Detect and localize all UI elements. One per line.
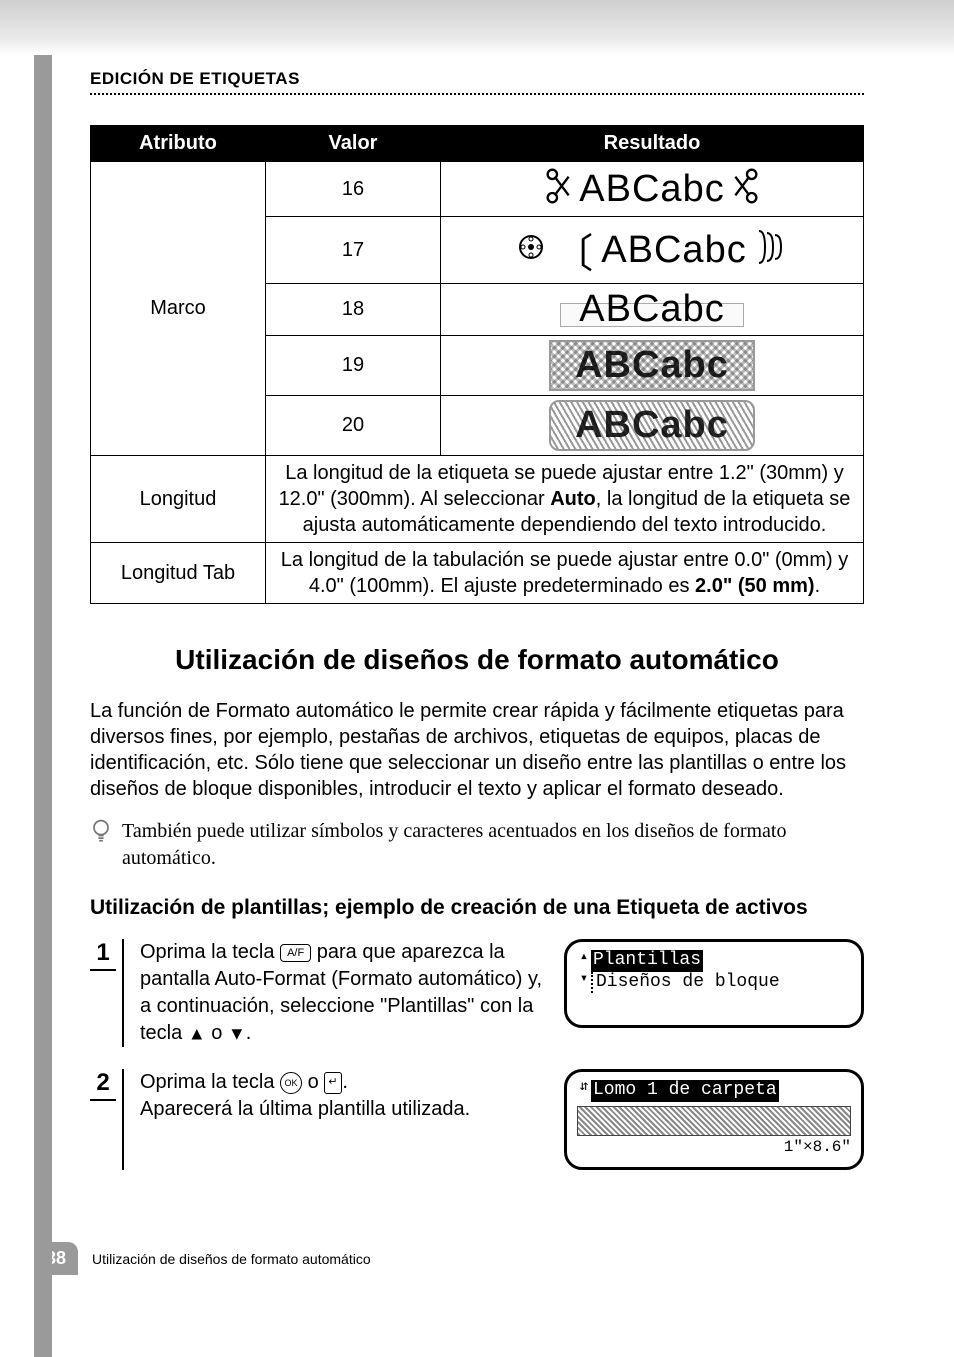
text-bold: Auto xyxy=(550,488,596,510)
frame-sample-20: ABCabc xyxy=(549,400,755,451)
cell-result: ABCabc xyxy=(441,284,864,336)
section-title: EDICIÓN DE ETIQUETAS xyxy=(90,69,864,89)
page-footer: 38 Utilización de diseños de formato aut… xyxy=(0,1242,954,1275)
text: o xyxy=(206,1022,228,1044)
lcd-preview-strip xyxy=(577,1106,851,1136)
side-tab-strip xyxy=(34,55,52,1357)
scissors-left-icon xyxy=(543,166,571,212)
page: EDICIÓN DE ETIQUETAS Atributo Valor Resu… xyxy=(0,0,954,1357)
sample-text: ABCabc xyxy=(575,344,729,386)
tip-text: También puede utilizar símbolos y caract… xyxy=(122,818,864,872)
text: Oprima la tecla xyxy=(140,1071,280,1093)
lcd-updown-arrow-icon: ⇵ xyxy=(577,1080,591,1094)
sample-text: ABCabc xyxy=(579,168,724,211)
auto-format-paragraph: La función de Formato automático le perm… xyxy=(90,698,864,802)
header-band xyxy=(0,0,954,55)
lcd-line: ▾Diseños de bloque xyxy=(577,972,851,994)
lcd-selected-item: Plantillas xyxy=(591,950,703,972)
film-bracket-left-icon: 〔 xyxy=(553,221,593,279)
lcd-line: ▴Plantillas xyxy=(577,950,851,972)
col-header-result: Resultado xyxy=(441,126,864,162)
arrow-up-icon: ▲ xyxy=(188,1024,206,1044)
step-body: Oprima la tecla A/F para que aparezca la… xyxy=(140,939,558,1047)
step-divider xyxy=(122,939,124,1047)
cell-longitud-text: La longitud de la etiqueta se puede ajus… xyxy=(266,456,864,543)
lcd-screen-1: ▴Plantillas ▾Diseños de bloque xyxy=(564,939,864,1028)
frame-sample-18: ABCabc xyxy=(560,303,743,327)
cell-value: 18 xyxy=(266,284,441,336)
table-row: Marco 16 ABCabc xyxy=(91,162,864,217)
frame-sample-19: ABCabc xyxy=(549,340,755,391)
step-body: Oprima la tecla OK o . Aparecerá la últi… xyxy=(140,1069,558,1123)
key-enter-icon xyxy=(324,1072,342,1094)
table-row: Longitud Tab La longitud de la tabulació… xyxy=(91,543,864,604)
cell-value: 16 xyxy=(266,162,441,217)
text: . xyxy=(342,1071,348,1093)
text: Oprima la tecla xyxy=(140,941,280,963)
lcd-selected-item: Lomo 1 de carpeta xyxy=(591,1080,779,1102)
step-divider xyxy=(122,1069,124,1170)
tip-row: También puede utilizar símbolos y caract… xyxy=(90,818,864,872)
subheading-templates: Utilización de plantillas; ejemplo de cr… xyxy=(90,894,864,921)
table-header-row: Atributo Valor Resultado xyxy=(91,126,864,162)
col-header-attr: Atributo xyxy=(91,126,266,162)
lcd-down-arrow-icon: ▾ xyxy=(577,972,591,986)
step-number: 2 xyxy=(90,1069,116,1101)
cell-marco-label: Marco xyxy=(91,162,266,456)
key-af-icon: A/F xyxy=(280,944,311,962)
frame-sample-17: 〔 ABCabc xyxy=(517,221,786,279)
step-row: 2 Oprima la tecla OK o . Aparecerá la úl… xyxy=(90,1069,864,1170)
lcd-screen-2: ⇵Lomo 1 de carpeta 1"×8.6" xyxy=(564,1069,864,1170)
cell-result: ABCabc xyxy=(441,336,864,396)
step-number: 1 xyxy=(90,939,116,971)
lcd-up-arrow-icon: ▴ xyxy=(577,950,591,964)
lcd-line: ⇵Lomo 1 de carpeta xyxy=(577,1080,851,1102)
dotted-rule xyxy=(90,93,864,95)
heading-auto-format: Utilización de diseños de formato automá… xyxy=(90,644,864,676)
cell-longitud-tab-label: Longitud Tab xyxy=(91,543,266,604)
lightbulb-icon xyxy=(90,818,112,851)
col-header-val: Valor xyxy=(266,126,441,162)
text: . xyxy=(815,575,821,597)
cell-result: 〔 ABCabc xyxy=(441,217,864,284)
lcd-status: 1"×8.6" xyxy=(577,1138,851,1157)
text: o xyxy=(308,1071,325,1093)
reel-icon xyxy=(517,233,545,267)
cell-value: 19 xyxy=(266,336,441,396)
cell-longitud-label: Longitud xyxy=(91,456,266,543)
key-ok-icon: OK xyxy=(280,1072,302,1094)
cell-value: 17 xyxy=(266,217,441,284)
content-area: EDICIÓN DE ETIQUETAS Atributo Valor Resu… xyxy=(0,55,954,1212)
step-row: 1 Oprima la tecla A/F para que aparezca … xyxy=(90,939,864,1047)
cell-value: 20 xyxy=(266,396,441,456)
cell-longitud-tab-text: La longitud de la tabulación se puede aj… xyxy=(266,543,864,604)
sample-text: ABCabc xyxy=(575,404,729,446)
film-bracket-right-icon xyxy=(755,227,787,273)
lcd-item: Diseños de bloque xyxy=(591,972,780,994)
text-bold: 2.0" (50 mm) xyxy=(695,575,815,597)
sample-text: ABCabc xyxy=(579,288,724,330)
frame-sample-16: ABCabc xyxy=(543,166,760,212)
footer-caption: Utilización de diseños de formato automá… xyxy=(92,1251,371,1267)
scissors-right-icon xyxy=(733,166,761,212)
text: Aparecerá la última plantilla utilizada. xyxy=(140,1098,470,1120)
sample-text: ABCabc xyxy=(601,229,746,272)
text: . xyxy=(246,1022,252,1044)
attributes-table: Atributo Valor Resultado Marco 16 xyxy=(90,125,864,604)
cell-result: ABCabc xyxy=(441,396,864,456)
table-row: Longitud La longitud de la etiqueta se p… xyxy=(91,456,864,543)
cell-result: ABCabc xyxy=(441,162,864,217)
arrow-down-icon: ▼ xyxy=(228,1024,246,1044)
